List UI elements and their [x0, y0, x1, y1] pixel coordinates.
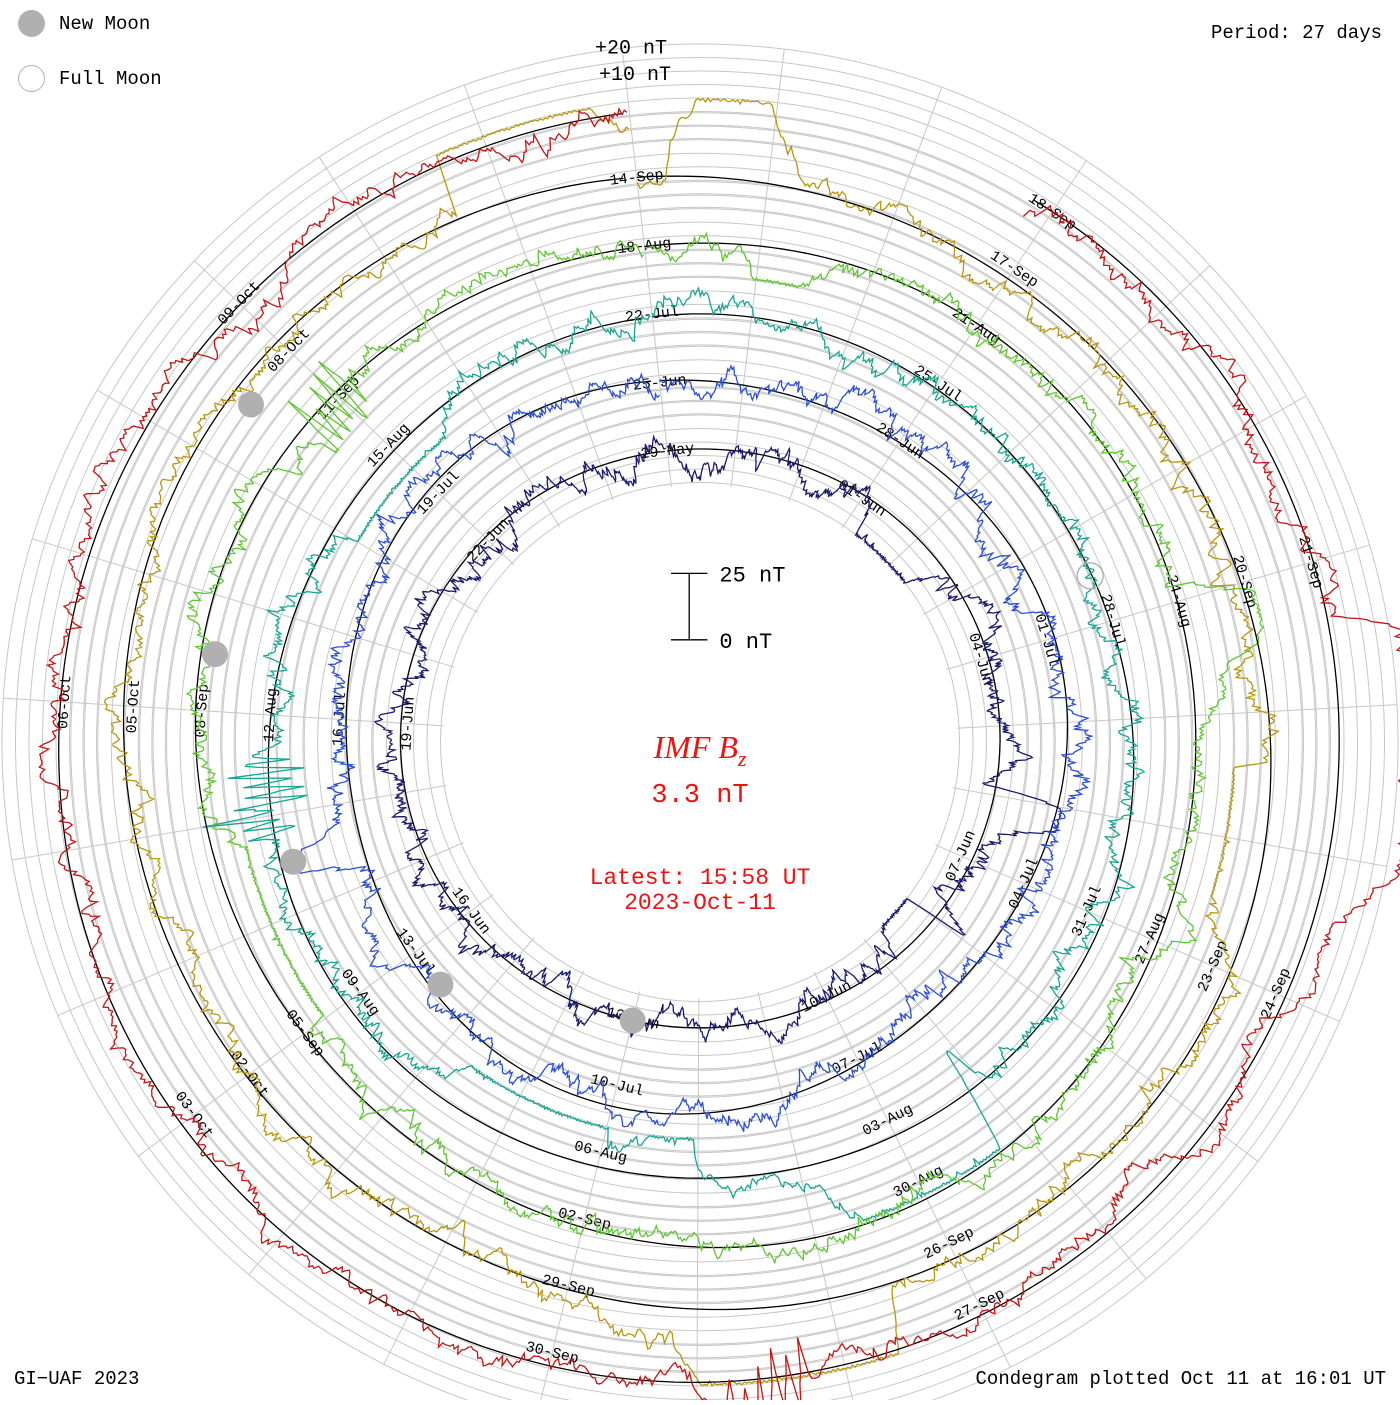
- svg-text:3.3 nT: 3.3 nT: [651, 781, 748, 811]
- svg-text:06-Oct: 06-Oct: [55, 675, 75, 730]
- svg-text:+20 nT: +20 nT: [595, 37, 667, 60]
- svg-text:05-Oct: 05-Oct: [124, 679, 144, 734]
- svg-text:2023-Oct-11: 2023-Oct-11: [624, 890, 776, 916]
- svg-text:25 nT: 25 nT: [719, 563, 785, 588]
- svg-text:+10 nT: +10 nT: [599, 64, 671, 87]
- svg-text:Latest: 15:58 UT: Latest: 15:58 UT: [590, 865, 811, 891]
- svg-text:0 nT: 0 nT: [719, 630, 772, 655]
- svg-text:IMF Bz: IMF Bz: [653, 729, 747, 771]
